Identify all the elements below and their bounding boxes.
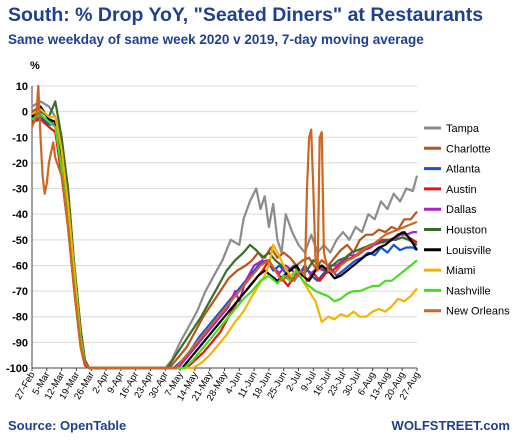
y-tick-label: 0: [22, 107, 28, 119]
series-line-new-orleans: [30, 84, 418, 370]
series-line-houston: [31, 100, 418, 370]
series-line-louisville: [31, 105, 418, 370]
y-tick-label: -100: [6, 363, 28, 375]
series-line-austin: [31, 118, 418, 370]
legend-layer: Tampa Charlotte Atlanta Austin Dallas Houston…: [424, 123, 510, 318]
y-tick-label: 10: [16, 81, 28, 93]
legend-label: Atlanta: [446, 164, 481, 176]
legend-label: Charlotte: [446, 143, 491, 155]
y-tick-label: -90: [12, 337, 28, 349]
y-tick-label: -30: [12, 184, 28, 196]
legend-label: Houston: [446, 225, 487, 237]
series-line-dallas: [31, 105, 417, 370]
legend-label: Miami: [446, 265, 475, 277]
legend-label: Tampa: [446, 123, 480, 135]
series-line-tampa: [31, 100, 419, 370]
y-tick-label: -70: [12, 286, 28, 298]
y-tick-label: -50: [12, 235, 28, 247]
y-tick-label: -80: [12, 312, 28, 324]
source-note: Source: OpenTable: [8, 418, 127, 433]
y-tick-label: -10: [12, 132, 28, 144]
series-line-charlotte: [31, 105, 418, 370]
legend-label: Louisville: [446, 245, 491, 257]
legend-label: Austin: [446, 184, 477, 196]
y-tick-label: -20: [12, 158, 28, 170]
legend-label: Nashville: [446, 285, 491, 297]
chart-subtitle: Same weekday of same week 2020 v 2019, 7…: [8, 32, 424, 47]
chart-title: South: % Drop YoY, "Seated Diners" at Re…: [8, 4, 484, 26]
series-layer: [30, 84, 419, 370]
legend-label: Dallas: [446, 204, 477, 216]
y-axis-label: %: [30, 60, 40, 72]
y-tick-label: -60: [12, 260, 28, 272]
y-tick-label: -40: [12, 209, 28, 221]
brand-label: WOLFSTREET.com: [391, 418, 510, 433]
series-line-miami: [31, 108, 418, 370]
legend-label: New Orleans: [446, 306, 510, 318]
